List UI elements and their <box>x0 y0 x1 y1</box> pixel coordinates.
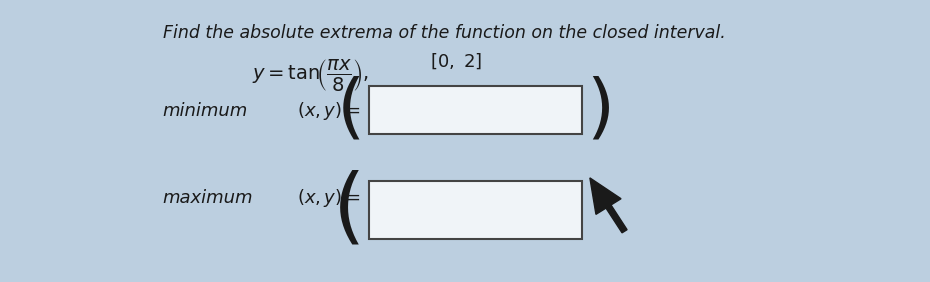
Text: (: ( <box>337 76 365 144</box>
Text: minimum: minimum <box>163 102 248 120</box>
Text: (: ( <box>332 169 365 250</box>
FancyArrow shape <box>590 178 627 233</box>
Text: ): ) <box>586 76 614 144</box>
FancyBboxPatch shape <box>369 181 582 239</box>
Text: $(x, y) =$: $(x, y) =$ <box>297 187 360 209</box>
Text: maximum: maximum <box>163 189 253 207</box>
FancyBboxPatch shape <box>369 86 582 134</box>
Text: $y = \mathrm{tan}\!\left(\dfrac{\pi x}{8}\right),$: $y = \mathrm{tan}\!\left(\dfrac{\pi x}{8… <box>252 57 368 92</box>
Text: Find the absolute extrema of the function on the closed interval.: Find the absolute extrema of the functio… <box>163 24 725 41</box>
Text: $[0,\ 2]$: $[0,\ 2]$ <box>431 52 483 71</box>
Text: $(x, y) =$: $(x, y) =$ <box>297 100 360 122</box>
